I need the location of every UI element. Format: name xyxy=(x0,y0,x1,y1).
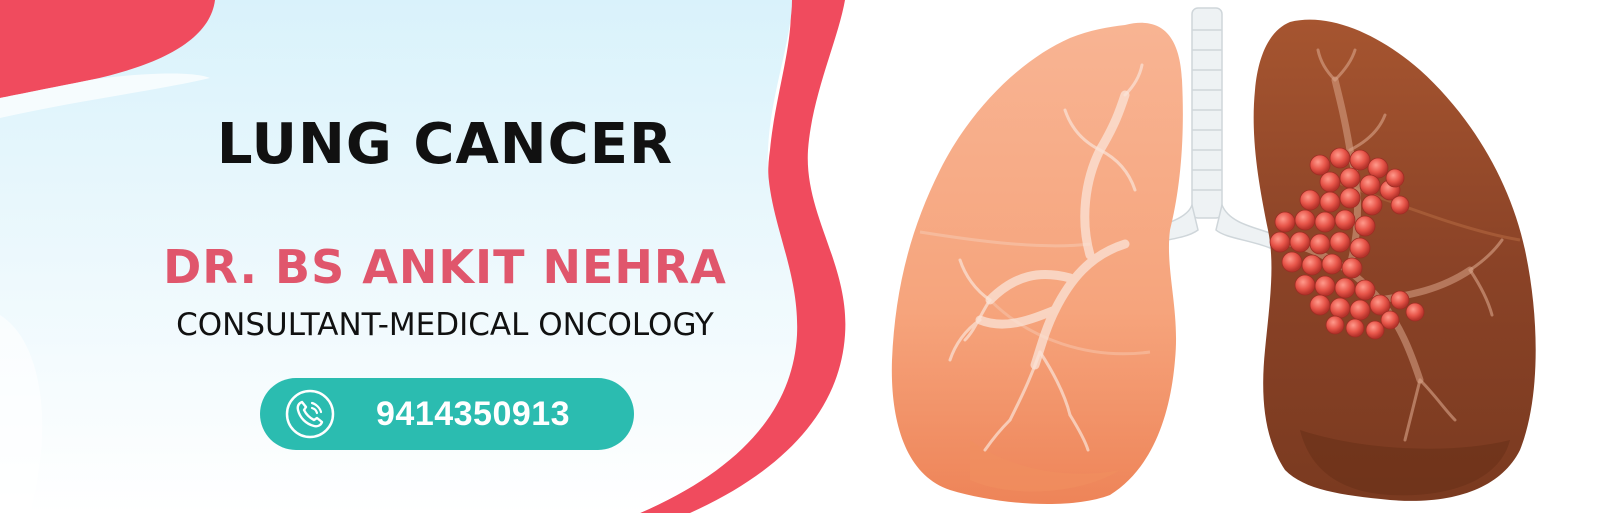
left-lung xyxy=(891,22,1183,505)
doctor-designation: CONSULTANT-MEDICAL ONCOLOGY xyxy=(176,307,714,343)
right-lung xyxy=(1253,19,1536,501)
page-title: LUNG CANCER xyxy=(216,112,674,177)
lungs-illustration xyxy=(891,7,1536,505)
call-button[interactable]: 9414350913 xyxy=(260,378,634,450)
tumor-cluster xyxy=(1269,147,1425,340)
phone-call-icon xyxy=(285,389,335,439)
left-edge-arc xyxy=(0,315,43,513)
corner-blob-shape xyxy=(0,0,215,98)
left-bronchi xyxy=(975,90,1130,370)
doctor-name: DR. BS ANKIT NEHRA xyxy=(163,240,727,294)
corner-white-wave xyxy=(0,73,210,118)
red-curve-shape xyxy=(640,0,846,513)
phone-number: 9414350913 xyxy=(376,394,571,433)
